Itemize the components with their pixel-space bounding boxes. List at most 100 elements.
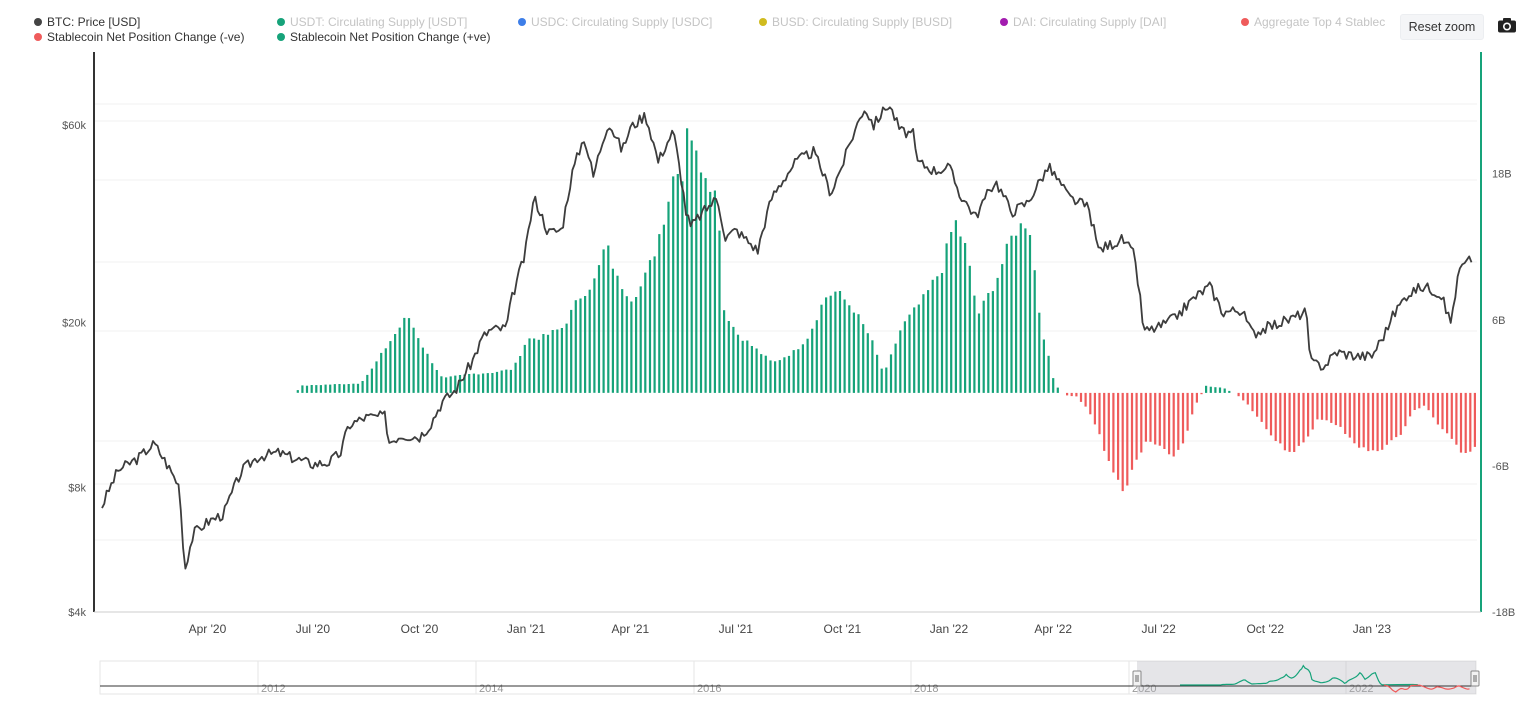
negative-change-bar: [1413, 392, 1416, 410]
negative-change-bar: [1473, 392, 1476, 447]
positive-change-bar: [324, 384, 327, 393]
positive-change-bar: [917, 304, 920, 393]
navigator-frame: [99, 660, 1477, 695]
positive-change-bar: [968, 265, 971, 393]
positive-change-bar: [940, 273, 944, 393]
positive-change-bar: [709, 191, 712, 393]
positive-change-bar: [857, 314, 860, 393]
positive-change-bar: [843, 299, 846, 393]
legend-item-usdc[interactable]: USDC: Circulating Supply [USDC]: [518, 15, 712, 29]
navigator-handle[interactable]: [1132, 670, 1142, 687]
negative-change-bar: [1195, 392, 1198, 403]
legend-dot: [277, 18, 285, 26]
positive-change-bar: [871, 340, 874, 393]
positive-change-bar: [746, 340, 749, 393]
negative-change-bar: [1399, 392, 1402, 435]
negative-change-bar: [1126, 392, 1129, 486]
positive-change-bar: [310, 385, 313, 393]
negative-change-bar: [1089, 392, 1092, 415]
legend-item-btc-price[interactable]: BTC: Price [USD]: [34, 15, 140, 29]
x-tick-label: Apr '21: [612, 622, 650, 636]
legend-label: USDT: Circulating Supply [USDT]: [290, 15, 468, 29]
legend-item-aggregate[interactable]: Aggregate Top 4 Stablec: [1241, 15, 1385, 29]
positive-change-bar: [597, 265, 601, 393]
negative-change-bar: [1130, 392, 1134, 470]
positive-change-bar: [440, 376, 443, 393]
navigator-year-label: 2014: [479, 683, 503, 695]
positive-change-bar: [407, 318, 411, 393]
positive-change-bar: [329, 384, 332, 393]
negative-change-bar: [1311, 392, 1314, 430]
positive-change-bar: [778, 360, 781, 393]
negative-change-bar: [1135, 392, 1138, 460]
negative-change-bar: [1260, 392, 1263, 422]
negative-change-bar: [1149, 392, 1152, 442]
positive-change-bar: [1056, 387, 1059, 393]
legend-item-busd[interactable]: BUSD: Circulating Supply [BUSD]: [759, 15, 952, 29]
navigator-year-label: 2018: [914, 683, 938, 695]
negative-change-bar: [1334, 392, 1337, 426]
positive-change-bar: [1223, 388, 1226, 393]
y-left-tick-label: $20k: [62, 318, 86, 330]
positive-change-bar: [361, 381, 364, 393]
positive-change-bar: [866, 333, 869, 393]
positive-change-bar: [1228, 390, 1231, 393]
legend-label: DAI: Circulating Supply [DAI]: [1013, 15, 1167, 29]
positive-change-bar: [560, 328, 563, 393]
negative-change-bar: [1404, 392, 1407, 427]
navigator[interactable]: 201220142016201820202022: [99, 660, 1480, 695]
negative-change-bar: [1455, 392, 1458, 445]
legend-item-net-positive[interactable]: Stablecoin Net Position Change (+ve): [277, 30, 490, 44]
negative-change-bar: [1330, 392, 1333, 423]
legend-dot: [1241, 18, 1249, 26]
positive-change-bar: [542, 334, 545, 393]
legend-dot: [1000, 18, 1008, 26]
legend-label: BUSD: Circulating Supply [BUSD]: [772, 15, 953, 29]
legend-item-usdt[interactable]: USDT: Circulating Supply [USDT]: [277, 15, 467, 29]
positive-change-bar: [852, 312, 855, 393]
positive-change-bar: [1015, 235, 1018, 393]
positive-change-bar: [1052, 378, 1055, 393]
y-right-tick-label: 18B: [1492, 169, 1512, 181]
negative-change-bar: [1144, 392, 1147, 442]
positive-change-bar: [927, 290, 930, 393]
positive-change-bar: [505, 369, 508, 393]
positive-change-bar: [491, 373, 494, 393]
positive-change-bar: [593, 278, 596, 393]
positive-change-bar: [704, 178, 707, 393]
btc-price-series: [101, 106, 1473, 570]
positive-change-bar: [644, 272, 647, 393]
legend-label: Stablecoin Net Position Change (+ve): [290, 30, 491, 44]
positive-change-bar: [1001, 264, 1004, 393]
legend-label: Stablecoin Net Position Change (-ve): [47, 30, 245, 44]
x-tick-label: Jul '22: [1142, 622, 1177, 636]
positive-change-bar: [384, 348, 387, 393]
camera-icon[interactable]: [1497, 17, 1517, 33]
positive-change-bar: [653, 256, 656, 393]
legend-item-net-negative[interactable]: Stablecoin Net Position Change (-ve): [34, 30, 244, 44]
negative-change-bar: [1367, 392, 1370, 452]
negative-change-bar: [1441, 392, 1444, 430]
x-tick-label: Oct '22: [1246, 622, 1284, 636]
positive-change-bar: [1019, 223, 1022, 393]
negative-change-bar: [1158, 392, 1161, 446]
reset-zoom-button[interactable]: Reset zoom: [1400, 14, 1484, 40]
positive-change-bar: [750, 346, 753, 393]
positive-change-bar: [982, 300, 985, 393]
negative-change-bar: [1191, 392, 1194, 415]
positive-change-bar: [922, 294, 925, 393]
positive-change-bar: [811, 328, 814, 393]
navigator-handle[interactable]: [1470, 670, 1480, 687]
positive-change-bar: [588, 289, 591, 393]
positive-change-bar: [1047, 355, 1050, 393]
positive-change-bar: [574, 300, 577, 393]
legend-dot: [34, 18, 42, 26]
legend-item-dai[interactable]: DAI: Circulating Supply [DAI]: [1000, 15, 1166, 29]
positive-change-bar: [815, 320, 818, 393]
negative-change-bar: [1436, 392, 1439, 425]
negative-change-bar: [1265, 392, 1268, 430]
negative-change-bar: [1422, 392, 1426, 406]
navigator-selection: [1137, 661, 1476, 694]
positive-change-bar: [426, 353, 429, 393]
positive-change-bar: [519, 356, 522, 393]
